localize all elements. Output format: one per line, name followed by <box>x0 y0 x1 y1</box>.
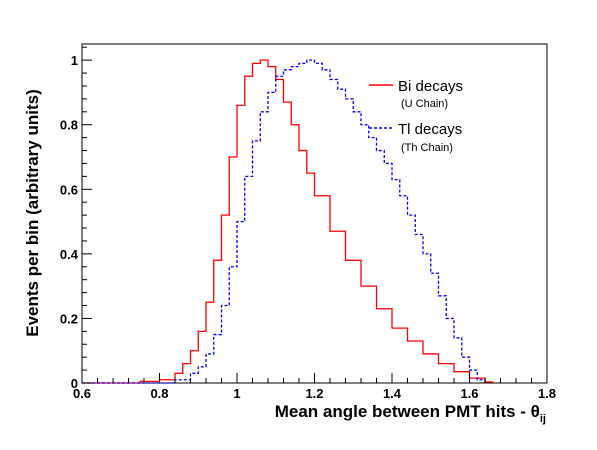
x-axis-title: Mean angle between PMT hits - θij <box>275 402 546 425</box>
legend-sublabel-bi: (U Chain) <box>401 98 448 110</box>
y-tick-label: 0.6 <box>60 182 78 197</box>
ticks-layer <box>81 46 548 384</box>
y-tick-label: 0.8 <box>60 118 78 133</box>
x-tick-label: 1.4 <box>383 386 402 401</box>
x-tick-label: 1.6 <box>460 386 478 401</box>
tick-labels-layer: 0.6 0.8 1 1.2 1.4 1.6 1.8 0 0.2 0.4 0.6 0.8 1 <box>60 53 556 401</box>
x-tick-label: 1 <box>233 386 240 401</box>
legend-label-bi: Bi decays <box>398 78 463 95</box>
y-tick-label: 0.2 <box>60 311 78 326</box>
y-axis-title: Events per bin (arbitrary units) <box>23 89 42 337</box>
legend: Bi decays (U Chain) Tl decays (Th Chain) <box>369 78 463 154</box>
x-tick-label: 0.6 <box>73 386 91 401</box>
legend-label-tl: Tl decays <box>398 121 462 138</box>
y-tick-label: 0.4 <box>60 247 79 262</box>
series-layer <box>82 59 494 384</box>
x-tick-label: 1.8 <box>538 386 556 401</box>
series-line-1 <box>82 59 486 384</box>
legend-sublabel-tl: (Th Chain) <box>401 142 453 154</box>
x-tick-label: 1.2 <box>305 386 323 401</box>
x-axis-title-subscript: ij <box>540 413 546 425</box>
y-tick-label: 1 <box>71 53 78 68</box>
series-line-0 <box>82 59 494 384</box>
x-tick-label: 0.8 <box>150 386 168 401</box>
y-tick-label: 0 <box>71 376 78 391</box>
plot-frame <box>81 43 548 384</box>
